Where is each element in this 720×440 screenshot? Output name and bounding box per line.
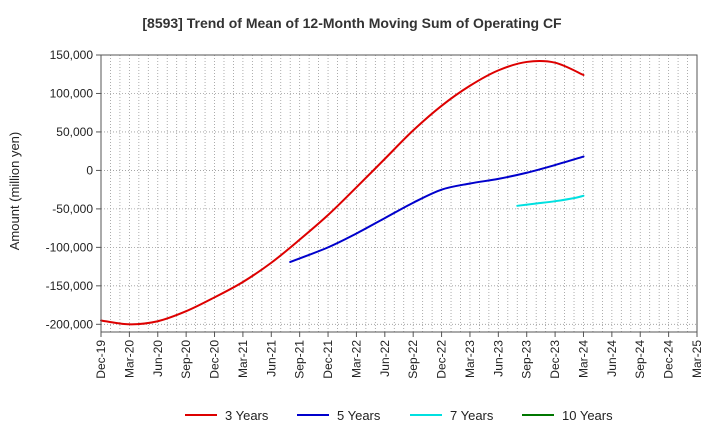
- legend-label: 10 Years: [562, 408, 613, 423]
- x-tick-label: Dec-22: [435, 340, 449, 379]
- x-tick-label: Mar-20: [122, 340, 136, 378]
- x-tick-label: Mar-23: [463, 340, 477, 378]
- y-tick-label: -100,000: [46, 240, 94, 254]
- x-tick-label: Mar-25: [690, 340, 704, 378]
- x-tick-label: Jun-24: [605, 340, 619, 377]
- x-tick-label: Sep-21: [293, 340, 307, 379]
- chart-title: [8593] Trend of Mean of 12-Month Moving …: [142, 15, 562, 31]
- y-ticks: 150,000 100,000 50,000 0 -50,000 -100,000 -150…: [46, 48, 101, 331]
- x-tick-label: Sep-24: [633, 340, 647, 379]
- y-tick-label: -150,000: [46, 279, 94, 293]
- y-axis-label: Amount (million yen): [7, 132, 22, 251]
- x-tick-label: Dec-21: [321, 340, 335, 379]
- grid: [101, 55, 697, 332]
- legend: 3 Years 5 Years 7 Years 10 Years: [185, 408, 613, 423]
- x-tick-label: Sep-23: [520, 340, 534, 379]
- x-tick-label: Jun-22: [378, 340, 392, 377]
- y-tick-label: 0: [86, 163, 93, 177]
- y-tick-label: -200,000: [46, 317, 94, 331]
- x-tick-label: Sep-22: [406, 340, 420, 379]
- x-tick-label: Jun-21: [264, 340, 278, 377]
- y-tick-label: 50,000: [56, 125, 93, 139]
- series-line-7-years: [516, 194, 585, 207]
- x-tick-label: Sep-20: [179, 340, 193, 379]
- x-tick-label: Mar-22: [349, 340, 363, 378]
- x-tick-label: Jun-20: [151, 340, 165, 377]
- x-tick-label: Mar-21: [236, 340, 250, 378]
- x-tick-label: Mar-24: [576, 340, 590, 378]
- x-ticks: Dec-19 Mar-20 Jun-20 Sep-20 Dec-20 Mar-21 Jun-…: [94, 332, 704, 379]
- x-tick-label: Dec-20: [208, 340, 222, 379]
- series-line-5-years: [289, 155, 585, 263]
- series-group: [100, 60, 585, 326]
- y-tick-label: 100,000: [50, 86, 94, 100]
- legend-label: 3 Years: [225, 408, 269, 423]
- legend-label: 5 Years: [337, 408, 381, 423]
- x-tick-label: Dec-23: [548, 340, 562, 379]
- y-tick-label: 150,000: [50, 48, 94, 62]
- x-tick-label: Jun-23: [491, 340, 505, 377]
- plot-frame: [100, 54, 698, 333]
- series-line-3-years: [100, 60, 585, 326]
- x-tick-label: Dec-24: [662, 340, 676, 379]
- x-tick-label: Dec-19: [94, 340, 108, 379]
- y-tick-label: -50,000: [52, 202, 93, 216]
- legend-label: 7 Years: [450, 408, 494, 423]
